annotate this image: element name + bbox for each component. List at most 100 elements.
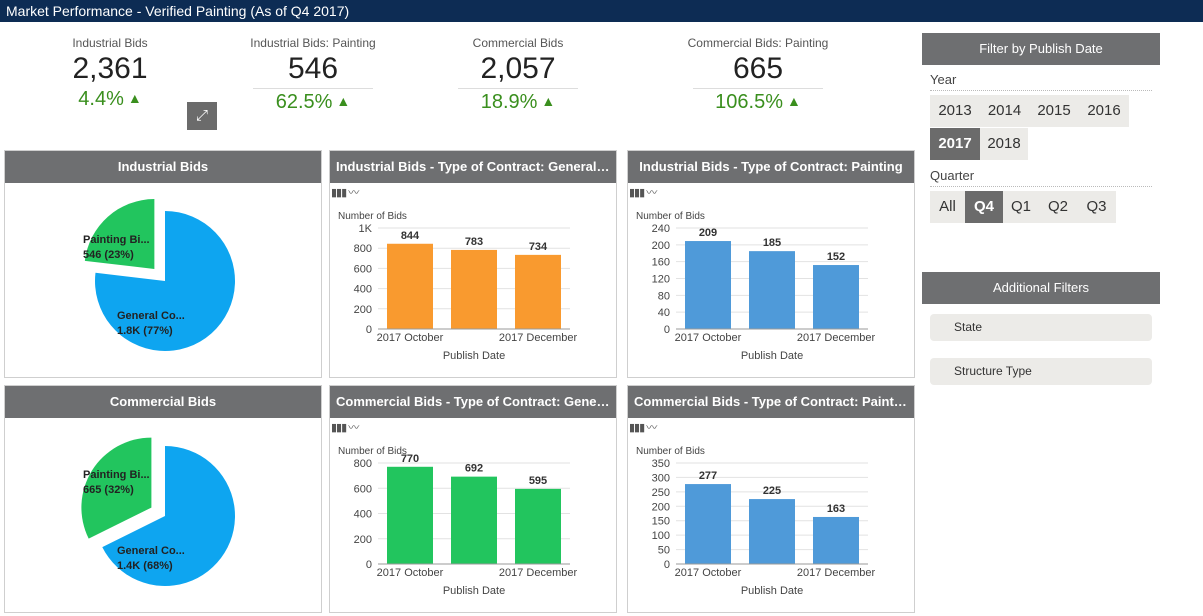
- up-triangle-icon: ▲: [541, 93, 556, 109]
- quarter-chip-q2[interactable]: Q2: [1039, 191, 1077, 223]
- quarter-chip-q3[interactable]: Q3: [1077, 191, 1116, 223]
- kpi-label: Industrial Bids: [72, 36, 148, 50]
- structure-type-filter-button[interactable]: Structure Type: [930, 358, 1152, 385]
- x-axis-label: Publish Date: [741, 350, 803, 362]
- x-tick-label: 2017 December: [797, 332, 876, 344]
- data-label: 152: [827, 251, 845, 263]
- y-tick-label: 400: [354, 284, 372, 296]
- x-tick-label: 2017 December: [499, 567, 578, 579]
- x-tick-label: 2017 October: [377, 567, 444, 579]
- y-tick-label: 600: [354, 483, 372, 495]
- y-tick-label: 150: [652, 516, 670, 528]
- kpi-commercial-painting: Commercial Bids: Painting 665 106.5% ▲: [668, 36, 848, 114]
- dashboard-title: Market Performance - Verified Painting (…: [0, 0, 1203, 22]
- y-tick-label: 80: [658, 290, 670, 302]
- y-tick-label: 350: [652, 458, 670, 470]
- kpi-value: 2,057: [480, 52, 556, 85]
- y-axis-label: Number of Bids: [338, 446, 407, 457]
- pie-slice: [102, 446, 236, 586]
- data-label: 595: [529, 475, 547, 487]
- year-chip-2018[interactable]: 2018: [980, 128, 1028, 160]
- line-chart-icon[interactable]: 〰: [646, 187, 657, 199]
- up-triangle-icon: ▲: [336, 93, 351, 109]
- data-label: 225: [763, 485, 781, 497]
- y-tick-label: 800: [354, 243, 372, 255]
- year-chip-2015[interactable]: 2015: [1029, 95, 1079, 127]
- bar: [749, 499, 795, 564]
- quarter-label: Quarter: [930, 168, 975, 183]
- bar: [813, 265, 859, 329]
- slice-label: General Co...: [117, 545, 185, 557]
- slice-value: 1.4K (68%): [117, 560, 173, 572]
- kpi-label: Commercial Bids: [472, 36, 564, 50]
- panel-title: Industrial Bids - Type of Contract: Pain…: [628, 151, 914, 183]
- industrial-painting-bar-panel: Industrial Bids - Type of Contract: Pain…: [627, 150, 915, 378]
- y-tick-label: 200: [354, 304, 372, 316]
- y-tick-label: 0: [664, 324, 670, 336]
- bar: [685, 484, 731, 564]
- kpi-change: 4.4% ▲: [78, 88, 142, 110]
- kpi-change: 62.5% ▲: [275, 91, 351, 113]
- x-tick-label: 2017 October: [377, 332, 444, 344]
- line-chart-icon[interactable]: 〰: [348, 422, 359, 434]
- data-label: 734: [529, 241, 548, 253]
- y-tick-label: 0: [664, 559, 670, 571]
- bar-chart-icon[interactable]: ▮▮▮: [629, 422, 645, 434]
- commercial-general-bar-panel: Commercial Bids - Type of Contract: Gene…: [329, 385, 617, 613]
- y-tick-label: 1K: [359, 223, 373, 235]
- quarter-chip-q1[interactable]: Q1: [1003, 191, 1039, 223]
- y-tick-label: 160: [652, 257, 670, 269]
- data-label: 163: [827, 503, 845, 515]
- x-tick-label: 2017 December: [499, 332, 578, 344]
- y-tick-label: 240: [652, 223, 670, 235]
- up-triangle-icon: ▲: [127, 90, 142, 106]
- data-label: 770: [401, 453, 419, 465]
- y-tick-label: 200: [652, 240, 670, 252]
- line-chart-icon[interactable]: 〰: [348, 187, 359, 199]
- x-tick-label: 2017 October: [675, 332, 742, 344]
- y-axis-label: Number of Bids: [338, 211, 407, 222]
- data-label: 209: [699, 227, 717, 239]
- kpi-divider: [693, 88, 823, 89]
- bar-chart-icon[interactable]: ▮▮▮: [331, 187, 347, 199]
- state-filter-button[interactable]: State: [930, 314, 1152, 341]
- kpi-commercial-bids: Commercial Bids 2,057 18.9% ▲: [448, 36, 588, 114]
- panel-title: Industrial Bids: [5, 151, 321, 183]
- kpi-industrial-painting: Industrial Bids: Painting 546 62.5% ▲: [243, 36, 383, 114]
- bar-chart: Number of Bids 0 200 400 600 800 1K 844 783 734 20…: [338, 211, 578, 362]
- year-chip-2014[interactable]: 2014: [980, 95, 1029, 127]
- quarter-chip-all[interactable]: All: [930, 191, 965, 223]
- bar: [685, 241, 731, 329]
- y-tick-label: 40: [658, 307, 670, 319]
- y-axis-label: Number of Bids: [636, 446, 705, 457]
- bar: [451, 249, 497, 329]
- kpi-label: Commercial Bids: Painting: [687, 36, 829, 50]
- additional-filters-header: Additional Filters: [922, 272, 1160, 304]
- y-tick-label: 0: [366, 559, 372, 571]
- bar-chart: Number of Bids 0 40 80 120 160 200 240 209 185 152…: [636, 211, 876, 362]
- line-chart-icon[interactable]: 〰: [646, 422, 657, 434]
- kpi-industrial-bids: Industrial Bids 2,361 4.4% ▲: [40, 36, 180, 111]
- publish-date-filter-header: Filter by Publish Date: [922, 33, 1160, 65]
- year-label: Year: [930, 72, 957, 87]
- commercial-bids-pie-panel: Commercial Bids Painting Bi... 665 (32%) G…: [4, 385, 322, 613]
- y-tick-label: 400: [354, 509, 372, 521]
- panel-title: Commercial Bids - Type of Contract: Gene…: [330, 386, 616, 418]
- bar-chart-icon[interactable]: ▮▮▮: [629, 187, 645, 199]
- bar-chart-icon[interactable]: ▮▮▮: [331, 422, 347, 434]
- bar-chart: Number of Bids 0 50 100 150 200 250 300 350 277 22…: [636, 446, 875, 597]
- slice-value: 546 (23%): [83, 249, 134, 261]
- bar: [387, 466, 433, 564]
- year-chip-2017[interactable]: 2017: [930, 128, 980, 160]
- y-tick-label: 250: [652, 487, 670, 499]
- year-chip-2016[interactable]: 2016: [1079, 95, 1129, 127]
- bar: [515, 254, 561, 329]
- year-chip-2013[interactable]: 2013: [930, 95, 980, 127]
- panel-title: Commercial Bids: [5, 386, 321, 418]
- expand-icon[interactable]: ⤢: [187, 102, 217, 130]
- y-tick-label: 50: [658, 545, 670, 557]
- kpi-value: 546: [287, 52, 339, 85]
- quarter-chip-q4[interactable]: Q4: [965, 191, 1003, 223]
- kpi-divider: [458, 88, 578, 89]
- x-axis-label: Publish Date: [443, 585, 505, 597]
